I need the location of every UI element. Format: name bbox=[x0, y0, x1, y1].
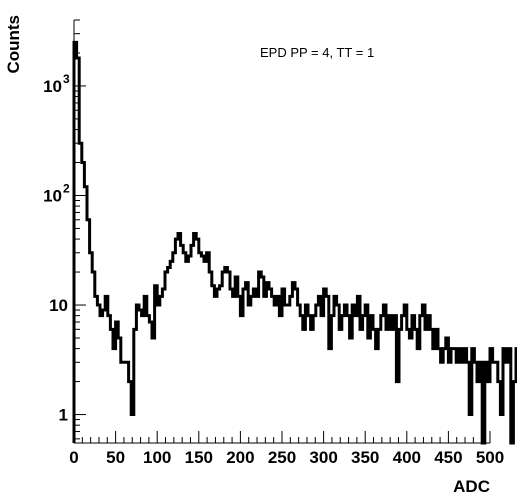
y-tick-label: 10 bbox=[43, 77, 62, 96]
x-tick-label: 300 bbox=[309, 448, 337, 467]
x-tick-label: 100 bbox=[143, 448, 171, 467]
x-tick-label: 200 bbox=[226, 448, 254, 467]
x-tick-label: 150 bbox=[185, 448, 213, 467]
x-tick-label: 50 bbox=[106, 448, 125, 467]
y-axis-title: Counts bbox=[4, 15, 23, 74]
y-tick-exponent: 3 bbox=[63, 72, 70, 86]
y-tick-label: 10 bbox=[49, 296, 68, 315]
x-tick-label: 0 bbox=[69, 448, 78, 467]
axis-ticks bbox=[73, 19, 491, 443]
x-tick-label: 450 bbox=[434, 448, 462, 467]
x-tick-label: 350 bbox=[351, 448, 379, 467]
y-tick-label: 1 bbox=[59, 406, 68, 425]
x-tick-labels: 0 50 100 150 200 250 300 350 400 450 500 bbox=[69, 448, 504, 467]
y-tick-label: 10 bbox=[43, 186, 62, 205]
chart-annotation: EPD PP = 4, TT = 1 bbox=[260, 45, 374, 60]
y-tick-exponent: 2 bbox=[63, 181, 70, 195]
x-tick-label: 500 bbox=[476, 448, 504, 467]
histogram-series bbox=[72, 40, 517, 445]
x-axis-title: ADC bbox=[453, 477, 490, 496]
x-tick-label: 400 bbox=[393, 448, 421, 467]
x-tick-label: 250 bbox=[268, 448, 296, 467]
